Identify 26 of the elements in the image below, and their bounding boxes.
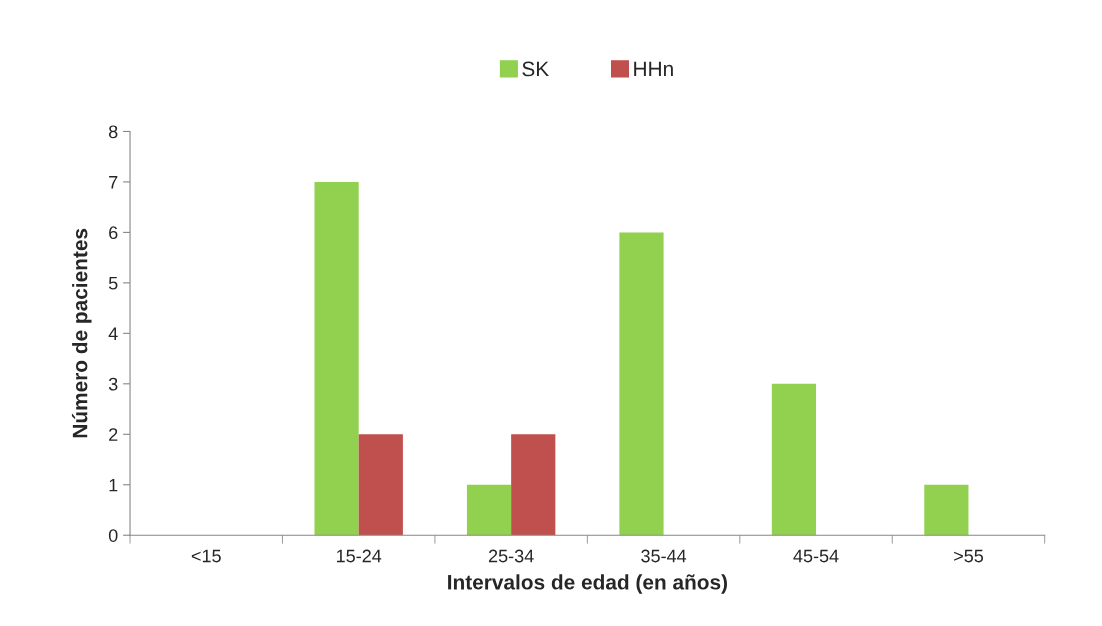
y-tick-label: 5 bbox=[108, 276, 118, 290]
x-tick-label: 15-24 bbox=[336, 549, 382, 563]
y-tick-label: 7 bbox=[109, 176, 118, 189]
y-tick-label: 4 bbox=[108, 327, 118, 340]
x-axis-title: Intervalos de edad (en años) bbox=[448, 574, 727, 594]
x-tick-label: 25-34 bbox=[488, 549, 534, 563]
bar bbox=[619, 232, 664, 536]
x-tick-label: <15 bbox=[191, 549, 221, 563]
bar bbox=[314, 181, 359, 536]
y-tick-label: 1 bbox=[109, 478, 118, 492]
bar bbox=[511, 434, 556, 536]
x-tick-label: >55 bbox=[954, 549, 984, 563]
bar bbox=[358, 434, 403, 536]
bar bbox=[466, 484, 512, 536]
x-tick-label: 45-54 bbox=[793, 549, 839, 563]
legend-label: HHn bbox=[634, 61, 673, 77]
y-tick-label: 2 bbox=[109, 428, 118, 441]
legend-label: SK bbox=[522, 61, 549, 77]
y-tick-label: 6 bbox=[109, 226, 118, 240]
x-tick-label: 35-44 bbox=[641, 549, 687, 563]
bar bbox=[924, 484, 969, 536]
y-tick-label: 3 bbox=[108, 377, 118, 391]
y-tick-label: 8 bbox=[108, 125, 118, 139]
y-axis-title: Número de pacientes bbox=[71, 228, 92, 438]
y-tick-label: 0 bbox=[108, 529, 118, 542]
bar bbox=[771, 383, 817, 536]
